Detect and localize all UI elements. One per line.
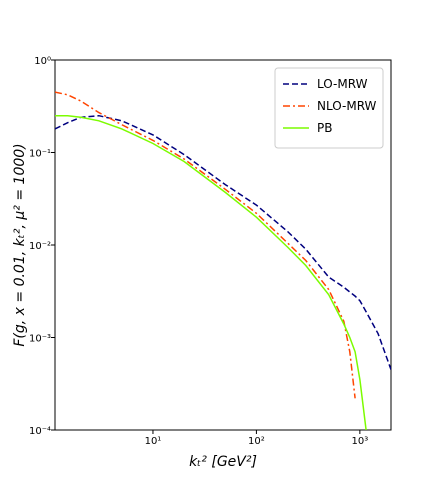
x-tick-label: 10¹ [145,436,162,447]
x-tick-label: 10³ [351,436,368,447]
y-tick-label: 10⁰ [34,56,51,67]
series-line [55,114,391,370]
x-tick-label: 10² [248,436,265,447]
legend-label: LO-MRW [317,77,368,91]
y-tick-label: 10⁻¹ [29,149,51,160]
legend-label: PB [317,121,332,135]
x-axis-label: kₜ² [GeV²] [189,454,257,470]
legend-label: NLO-MRW [317,99,377,113]
series-line [55,114,367,430]
y-tick-label: 10⁻² [29,241,51,252]
y-tick-label: 10⁻⁴ [29,426,51,437]
series-line [55,91,356,399]
y-tick-label: 10⁻³ [29,334,51,345]
y-axis-label: F(g, x = 0.01, kₜ², μ² = 1000) [12,143,28,346]
plot-lines [55,91,391,430]
